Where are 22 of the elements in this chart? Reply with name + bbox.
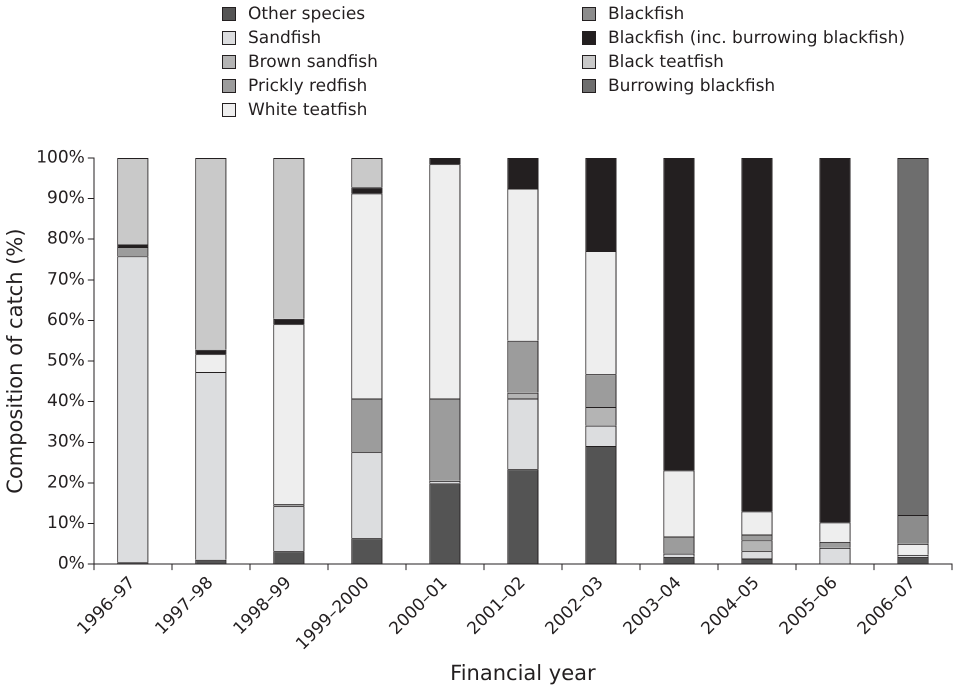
y-tick-label: 70% — [47, 269, 85, 290]
legend-label: White teatfish — [248, 100, 368, 120]
y-tick-label: 30% — [47, 432, 85, 452]
y-tick-label: 90% — [47, 188, 85, 208]
y-tick-label: 10% — [47, 512, 85, 533]
y-tick-label: 0% — [58, 554, 85, 574]
legend-label: Burrowing blackfish — [608, 76, 776, 96]
y-tick-label: 40% — [47, 391, 85, 412]
y-tick-label: 80% — [47, 228, 85, 249]
y-tick-label: 20% — [47, 472, 85, 492]
legend-label: Blackfish — [608, 4, 684, 24]
y-axis-title: Composition of catch (%) — [3, 228, 28, 494]
y-tick-label: 100% — [36, 147, 85, 168]
legend-label: Black teatfish — [608, 52, 724, 72]
legend-label: Blackfish (inc. burrowing blackfish) — [608, 28, 905, 48]
y-tick-label: 60% — [47, 310, 85, 330]
y-tick-label: 50% — [47, 350, 85, 371]
x-axis-title: Financial year — [450, 660, 596, 685]
legend-label: Prickly redfish — [248, 76, 368, 96]
legend-label: Sandfish — [248, 28, 322, 48]
legend-label: Brown sandfish — [248, 52, 378, 72]
legend-label: Other species — [248, 4, 366, 24]
